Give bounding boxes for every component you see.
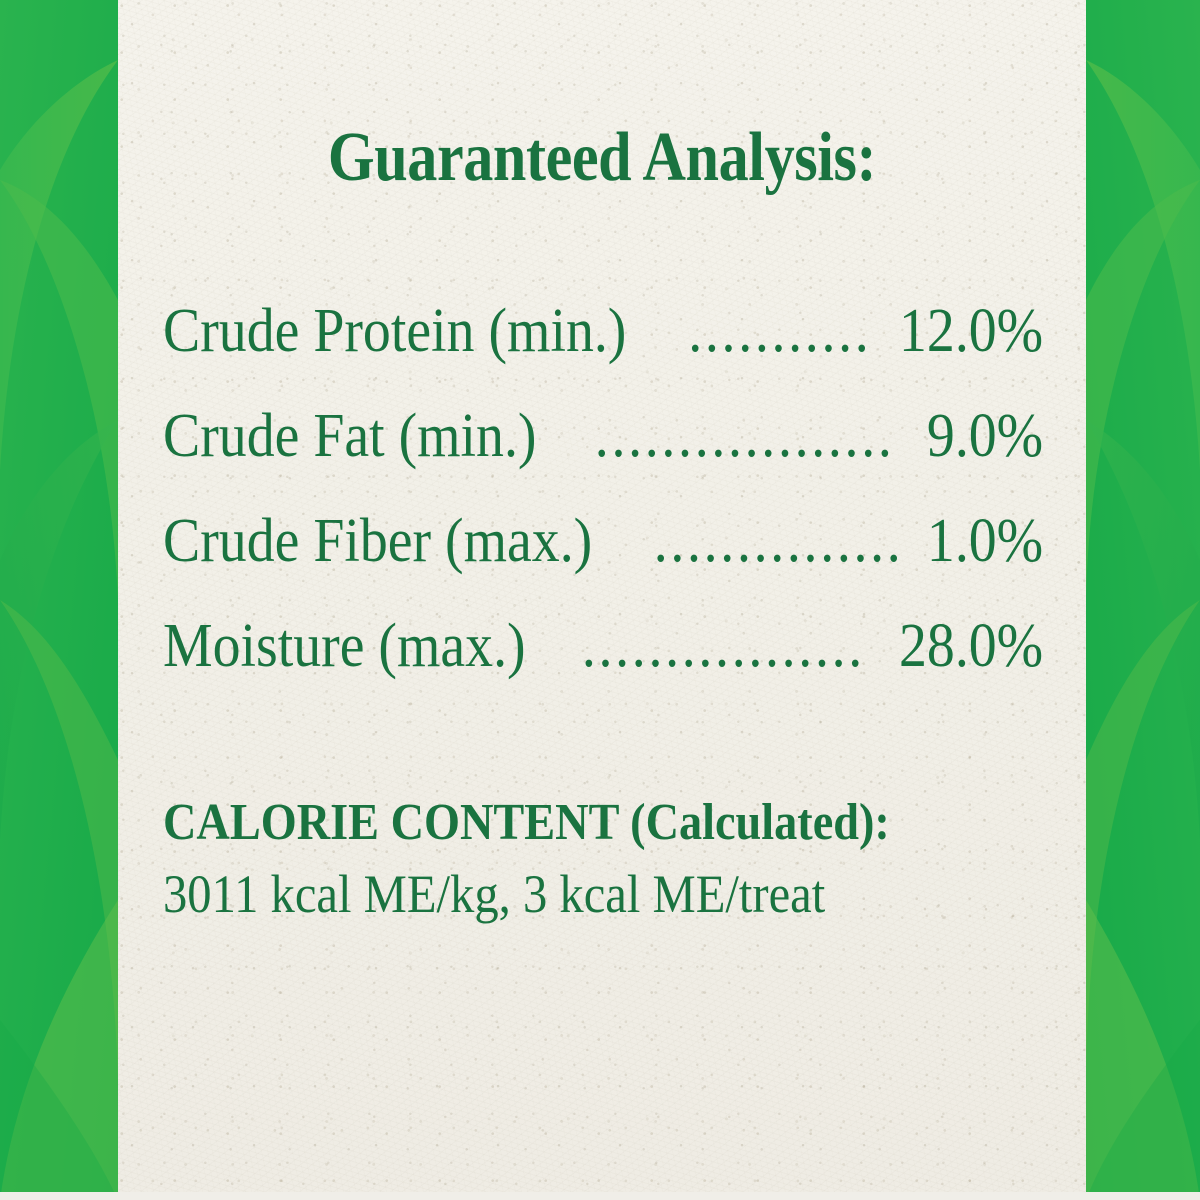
leaf-curve-5 [1086,900,1200,1200]
analysis-row-label: Crude Protein (min.) [163,297,627,365]
panel-content: Guaranteed Analysis: Crude Protein (min.… [118,0,1086,1200]
leaf-curve-1 [1086,60,1200,470]
bottom-edge-strip [0,1192,1200,1200]
leaf-curve-4 [1086,600,1200,1080]
guaranteed-analysis-list: Crude Protein (min.) ........... 12.0% C… [163,300,1043,720]
analysis-row-value: 12.0% [898,297,1043,365]
analysis-row-leader-dots: ........... [688,300,872,362]
right-green-band [1086,0,1200,1200]
analysis-row-label: Crude Fat (min.) [163,402,537,470]
analysis-row-value: 28.0% [898,612,1043,680]
paper-background [118,0,1086,1200]
analysis-row-label: Crude Fiber (max.) [163,507,593,575]
leaf-curve-6 [1086,1020,1200,1200]
page-title: Guaranteed Analysis: [327,119,877,196]
leaf-curve-1 [0,60,118,470]
analysis-row: Crude Fat (min.) ..................... 9… [163,405,1043,510]
leaf-curve-3 [1086,420,1200,840]
calorie-content-detail: 3011 kcal ME/kg, 3 kcal ME/treat [163,864,826,925]
analysis-row-label: Moisture (max.) [163,612,526,680]
leaf-curve-2 [1086,180,1200,600]
left-green-band [0,0,118,1200]
leaf-curve-3 [0,420,118,840]
analysis-row-value: 9.0% [926,402,1043,470]
analysis-row-leader-dots: ..................... [581,615,867,677]
calorie-content-block: CALORIE CONTENT (Calculated): 3011 kcal … [163,794,1063,925]
analysis-row: Crude Fiber (max.) .................. 1.… [163,510,1043,615]
leaf-curve-5 [0,900,118,1200]
analysis-row-leader-dots: ..................... [594,405,897,467]
analysis-row-value: 1.0% [926,507,1043,575]
analysis-row: Crude Protein (min.) ........... 12.0% [163,300,1043,405]
leaf-curve-6 [0,1020,118,1200]
leaf-curve-2 [0,180,118,600]
analysis-row: Moisture (max.) ..................... 28… [163,615,1043,720]
analysis-row-leader-dots: .................. [653,510,901,572]
leaf-curve-4 [0,600,118,1080]
calorie-content-heading: CALORIE CONTENT (Calculated): [163,794,890,851]
